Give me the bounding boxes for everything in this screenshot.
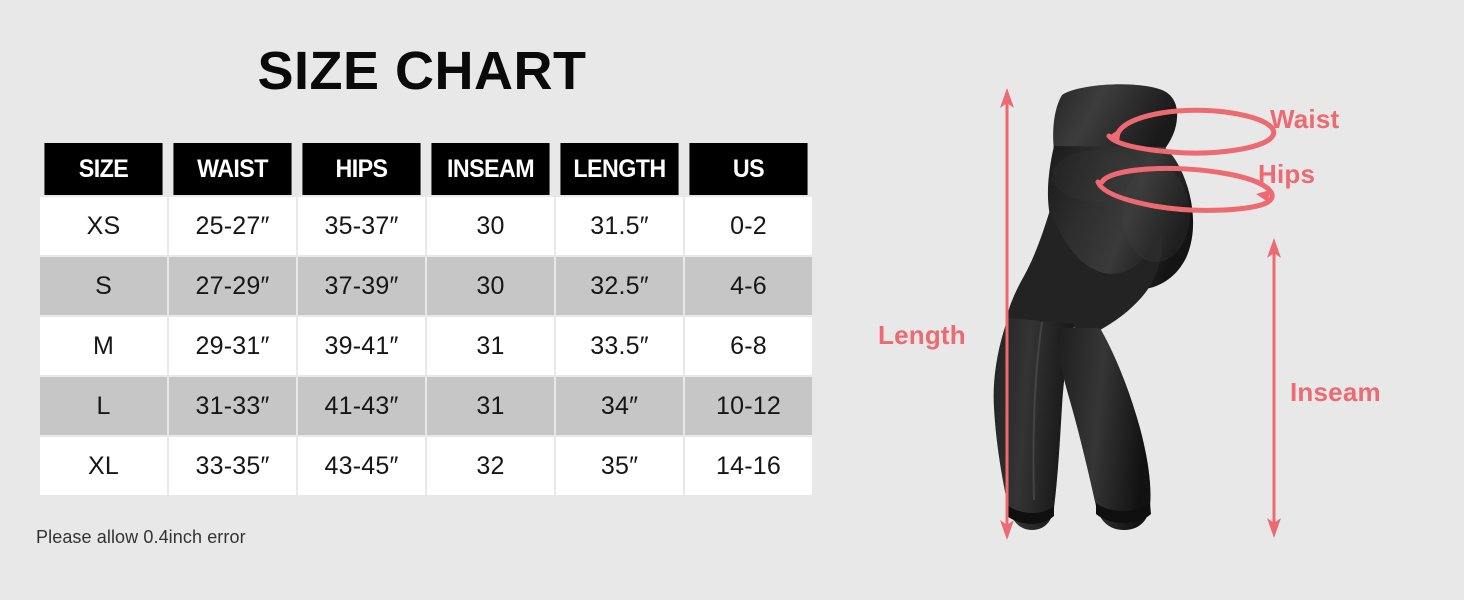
column-header-waist: WAIST (173, 143, 292, 195)
cell-hips: 37-39″ (298, 257, 425, 315)
cell-inseam: 31 (427, 377, 554, 435)
table-row: M 29-31″ 39-41″ 31 33.5″ 6-8 (40, 317, 812, 375)
cell-us: 4-6 (685, 257, 812, 315)
cell-length: 31.5″ (556, 197, 683, 255)
cell-hips: 35-37″ (298, 197, 425, 255)
cell-us: 14-16 (685, 437, 812, 495)
table-row: S 27-29″ 37-39″ 30 32.5″ 4-6 (40, 257, 812, 315)
label-length: Length (878, 320, 966, 350)
cell-inseam: 31 (427, 317, 554, 375)
hips-measure-loop-icon (1095, 166, 1275, 213)
cell-length: 32.5″ (556, 257, 683, 315)
cell-us: 6-8 (685, 317, 812, 375)
waist-measure-loop-icon (1106, 107, 1277, 156)
cell-us: 10-12 (685, 377, 812, 435)
cell-waist: 29-31″ (169, 317, 296, 375)
page-title: SIZE CHART (257, 41, 587, 101)
cell-waist: 33-35″ (169, 437, 296, 495)
table-row: L 31-33″ 41-43″ 31 34″ 10-12 (40, 377, 812, 435)
column-header-length: LENGTH (560, 143, 679, 195)
cell-size: L (40, 377, 167, 435)
cell-us: 0-2 (685, 197, 812, 255)
cell-size: S (40, 257, 167, 315)
measurement-tolerance-note: Please allow 0.4inch error (36, 527, 246, 547)
table-row: XL 33-35″ 43-45″ 32 35″ 14-16 (40, 437, 812, 495)
table-header-row: SIZE WAIST HIPS INSEAM LENGTH US (40, 143, 812, 195)
cell-size: XS (40, 197, 167, 255)
column-header-size: SIZE (44, 143, 163, 195)
cell-waist: 25-27″ (169, 197, 296, 255)
label-inseam: Inseam (1290, 377, 1381, 407)
cell-length: 35″ (556, 437, 683, 495)
column-header-us: US (689, 143, 808, 195)
inseam-double-arrow-icon (1267, 238, 1281, 538)
cell-hips: 39-41″ (298, 317, 425, 375)
cell-inseam: 30 (427, 257, 554, 315)
column-header-hips: HIPS (302, 143, 421, 195)
label-waist: Waist (1270, 104, 1340, 134)
measurement-diagram-panel: Waist Hips Length Inseam (840, 0, 1464, 600)
cell-length: 34″ (556, 377, 683, 435)
column-header-inseam: INSEAM (431, 143, 550, 195)
cell-size: M (40, 317, 167, 375)
size-chart-table: SIZE WAIST HIPS INSEAM LENGTH US XS 25-2… (38, 141, 814, 497)
cell-hips: 43-45″ (298, 437, 425, 495)
cell-inseam: 30 (427, 197, 554, 255)
cell-inseam: 32 (427, 437, 554, 495)
size-chart-panel: SIZE CHART SIZE WAIST HIPS INSEAM LENGTH… (36, 41, 814, 547)
cell-waist: 31-33″ (169, 377, 296, 435)
cell-hips: 41-43″ (298, 377, 425, 435)
label-hips: Hips (1258, 159, 1316, 189)
leggings-model-photo (950, 0, 1310, 600)
table-row: XS 25-27″ 35-37″ 30 31.5″ 0-2 (40, 197, 812, 255)
length-double-arrow-icon (1000, 88, 1014, 540)
cell-size: XL (40, 437, 167, 495)
cell-waist: 27-29″ (169, 257, 296, 315)
cell-length: 33.5″ (556, 317, 683, 375)
